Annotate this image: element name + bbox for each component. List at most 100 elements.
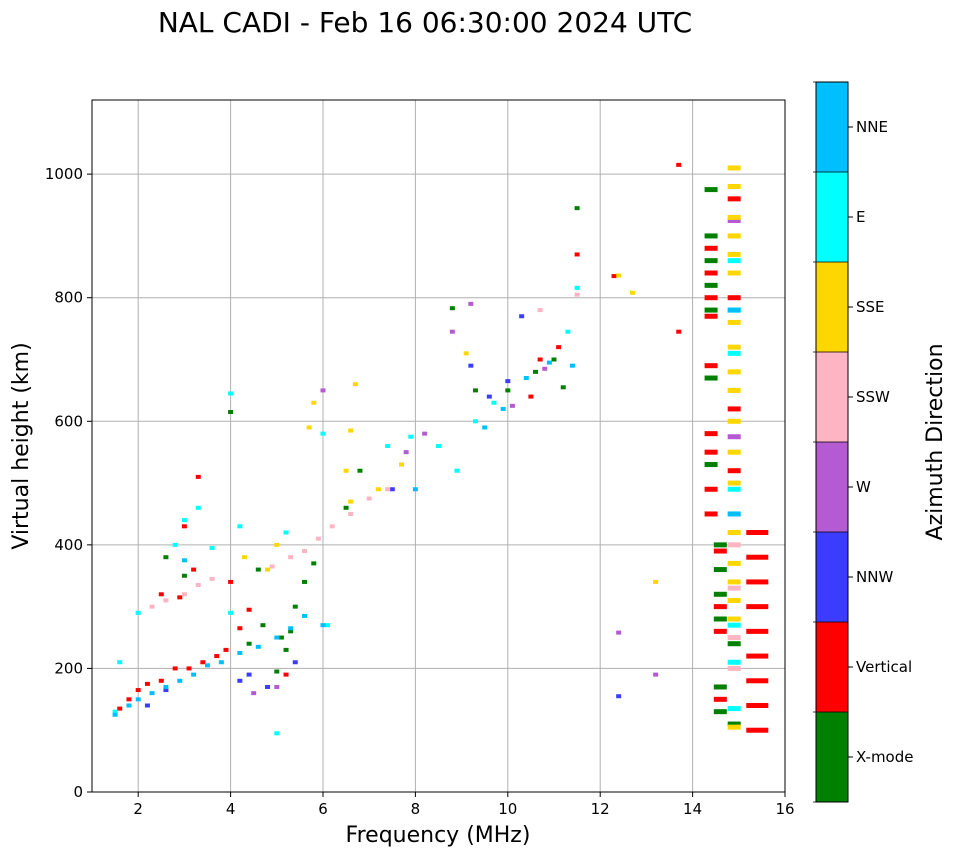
data-point	[352, 382, 358, 387]
data-point	[454, 468, 460, 473]
colorbar-segment	[816, 172, 848, 262]
data-point	[126, 703, 132, 708]
data-point	[611, 274, 617, 279]
colorbar-tick-label: SSW	[856, 388, 890, 406]
data-point	[727, 542, 741, 548]
data-point	[348, 428, 354, 433]
data-point	[472, 419, 478, 424]
data-point	[746, 530, 769, 535]
data-point	[158, 592, 164, 597]
data-point	[320, 623, 326, 628]
y-tick-label: 800	[54, 289, 83, 307]
data-point	[112, 709, 118, 714]
y-tick-label: 1000	[45, 165, 83, 183]
data-point	[727, 350, 741, 356]
data-point	[727, 214, 741, 220]
data-point	[704, 270, 718, 276]
data-point	[218, 660, 224, 665]
data-point	[569, 363, 575, 368]
y-tick-label: 400	[54, 536, 83, 554]
data-point	[177, 595, 183, 600]
data-point	[144, 681, 150, 686]
data-point	[399, 462, 405, 467]
data-point	[214, 654, 220, 659]
data-point	[246, 672, 252, 677]
data-point	[616, 694, 622, 699]
data-point	[746, 628, 769, 634]
data-point	[163, 688, 169, 693]
colorbar-segment	[816, 712, 848, 802]
data-point	[274, 684, 280, 689]
x-tick-label: 12	[591, 800, 610, 818]
data-point	[135, 688, 141, 693]
data-point	[269, 564, 275, 569]
colorbar-segment	[816, 532, 848, 622]
data-point	[713, 628, 727, 634]
data-point	[727, 486, 741, 492]
data-point	[727, 706, 741, 712]
colorbar-segment	[816, 82, 848, 172]
data-point	[320, 388, 326, 393]
x-tick-label: 10	[498, 800, 517, 818]
data-point	[727, 270, 741, 276]
data-point	[260, 623, 266, 628]
data-point	[704, 245, 718, 251]
x-tick-label: 2	[133, 800, 143, 818]
data-point	[241, 555, 247, 560]
data-point	[616, 630, 622, 635]
data-point	[246, 641, 252, 646]
data-point	[385, 487, 391, 492]
data-point	[468, 363, 474, 368]
data-point	[288, 629, 294, 634]
data-point	[209, 576, 215, 581]
data-point	[746, 727, 769, 733]
data-point	[653, 579, 659, 584]
data-point	[704, 431, 718, 437]
colorbar-frame	[815, 81, 849, 803]
data-point	[195, 474, 201, 479]
data-point	[727, 449, 741, 455]
colorbar-tick-label: NNW	[856, 568, 893, 586]
data-point	[306, 425, 312, 430]
data-point	[727, 724, 741, 730]
data-point	[228, 391, 234, 396]
data-point	[191, 672, 197, 677]
data-point	[135, 697, 141, 702]
data-point	[436, 444, 441, 448]
data-point	[500, 406, 506, 411]
data-point	[255, 567, 261, 572]
data-point	[574, 292, 580, 297]
data-point	[251, 691, 257, 696]
data-point	[746, 604, 769, 610]
data-point	[311, 400, 317, 405]
data-point	[727, 560, 741, 566]
data-point	[449, 329, 455, 334]
data-point	[727, 635, 741, 641]
colorbar-tick-label: X-mode	[856, 748, 913, 766]
data-point	[186, 666, 192, 671]
data-point	[172, 666, 178, 671]
data-point	[574, 252, 580, 257]
data-point	[704, 486, 718, 492]
data-point	[746, 653, 769, 659]
data-point	[676, 329, 682, 334]
data-point	[315, 536, 321, 541]
data-point	[191, 567, 197, 572]
data-point	[713, 684, 727, 690]
data-point	[237, 626, 243, 631]
data-point	[713, 542, 727, 548]
data-point	[292, 660, 298, 665]
data-point	[727, 511, 741, 517]
data-point	[727, 258, 741, 264]
data-point	[727, 369, 741, 375]
data-point	[265, 684, 271, 689]
data-point	[528, 394, 534, 399]
data-point	[523, 376, 529, 381]
data-point	[727, 434, 741, 440]
colorbar-tick-label: Vertical	[856, 658, 912, 676]
data-point	[727, 579, 741, 585]
data-point	[468, 301, 474, 306]
data-point	[246, 607, 252, 612]
data-point	[556, 345, 562, 350]
